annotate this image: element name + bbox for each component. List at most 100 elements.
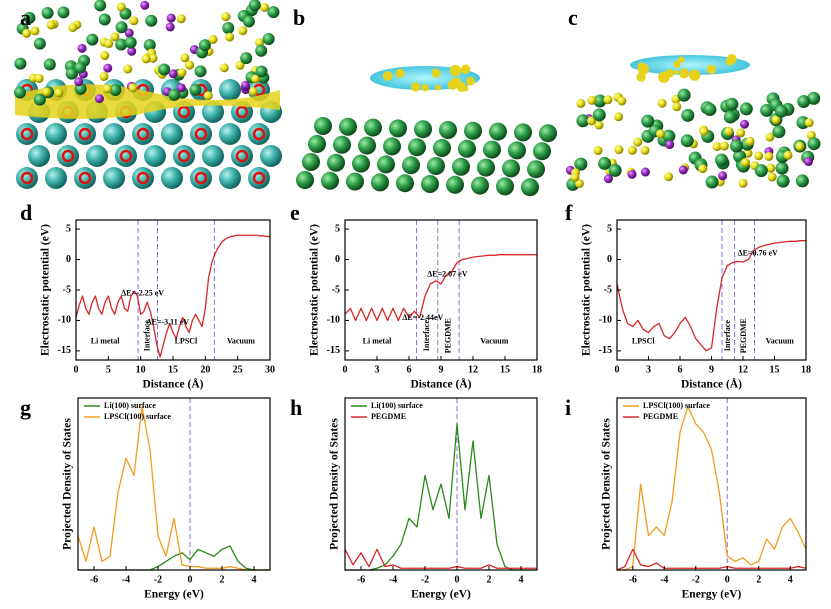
atom (33, 93, 46, 106)
isosurface (411, 82, 421, 92)
legend-label: LPSCl(100) surface (104, 412, 171, 421)
atom (42, 87, 52, 97)
x-tick-label: 12 (738, 364, 748, 375)
atom (458, 139, 476, 158)
atom (775, 161, 789, 175)
x-tick-label: 5 (106, 364, 111, 375)
annotation: LPSCl (175, 337, 198, 346)
y-tick-label: -5 (63, 284, 71, 295)
atom (803, 157, 813, 167)
atom (189, 83, 202, 96)
atom (141, 54, 151, 64)
atom (235, 60, 245, 70)
atom (587, 116, 597, 126)
legend-label: Li(100) surface (371, 401, 423, 410)
atom (168, 69, 178, 79)
x-tick-label: -6 (629, 574, 637, 585)
atom (804, 118, 814, 128)
atom (314, 117, 332, 135)
x-tick-label: 0 (74, 364, 79, 375)
atom (221, 12, 231, 22)
atom (739, 119, 749, 129)
atom (772, 125, 786, 139)
x-tick-label: 0 (615, 364, 620, 375)
atom (739, 102, 753, 116)
charge-ring (177, 149, 191, 163)
atom (168, 88, 181, 101)
x-tick-label: 2 (487, 574, 492, 585)
atom (603, 95, 613, 105)
atom (177, 68, 187, 78)
atom (608, 163, 622, 177)
atom (202, 101, 224, 123)
atom (260, 145, 282, 167)
x-tick-label: 4 (252, 574, 257, 585)
legend-label: LPSCl(100) surface (643, 401, 710, 410)
atom (614, 145, 624, 155)
atom (439, 121, 457, 139)
atom (165, 22, 175, 32)
atom (54, 88, 64, 98)
atom (754, 151, 764, 161)
atom (627, 145, 637, 155)
x-tick-label: -6 (90, 574, 98, 585)
x-tick-label: 3 (375, 364, 380, 375)
atom (471, 176, 489, 195)
x-tick-label: -4 (122, 574, 130, 585)
atom (308, 135, 326, 153)
y-axis-label: Projected Density of States (329, 418, 341, 550)
isosurface (673, 60, 681, 68)
atom (665, 140, 675, 150)
annotation: Interface (143, 320, 152, 352)
annotation: PEGDME (739, 318, 748, 353)
atom (662, 129, 676, 143)
x-tick-label: 0 (188, 574, 193, 585)
atom (433, 139, 451, 157)
x-tick-label: 4 (788, 574, 793, 585)
atom (242, 15, 255, 28)
atom (730, 139, 744, 153)
plot-frame (344, 397, 538, 571)
isosurface (677, 56, 685, 63)
charge-ring (78, 127, 92, 141)
atom (514, 123, 532, 142)
atom (302, 153, 320, 171)
atom (396, 174, 414, 193)
atom (539, 124, 557, 143)
x-axis-label: Distance (Å) (681, 377, 742, 391)
atom (68, 23, 78, 33)
atom (222, 21, 235, 34)
atom (238, 26, 248, 36)
x-tick-label: 25 (233, 364, 243, 375)
atom (255, 65, 268, 78)
atom (593, 146, 603, 156)
atom (23, 11, 36, 24)
atom (100, 51, 110, 61)
atom (219, 167, 241, 189)
atom (140, 0, 150, 10)
atom (194, 65, 207, 78)
annotation: Vacuum (480, 337, 508, 346)
panel-label: c (568, 5, 578, 30)
legend-label: PEGDME (371, 412, 406, 421)
atom (225, 32, 235, 42)
isosurface (636, 72, 646, 82)
y-axis-label: Projected Density of States (601, 418, 613, 550)
charge-ring (235, 149, 249, 163)
atom (327, 153, 345, 172)
panel-label: e (290, 200, 300, 225)
atom (681, 108, 695, 122)
structure-image (296, 64, 557, 197)
x-tick-label: 18 (801, 364, 811, 375)
atom (640, 145, 650, 155)
atom (219, 123, 241, 145)
atom (723, 110, 737, 124)
annotation: ΔE=-3.11 eV (147, 318, 190, 327)
panel-label: b (293, 5, 305, 30)
atom (483, 140, 501, 159)
charge-ring (136, 171, 150, 185)
atom (202, 145, 224, 167)
atom (766, 163, 776, 173)
atom (30, 26, 40, 36)
charge-ring (235, 105, 249, 119)
